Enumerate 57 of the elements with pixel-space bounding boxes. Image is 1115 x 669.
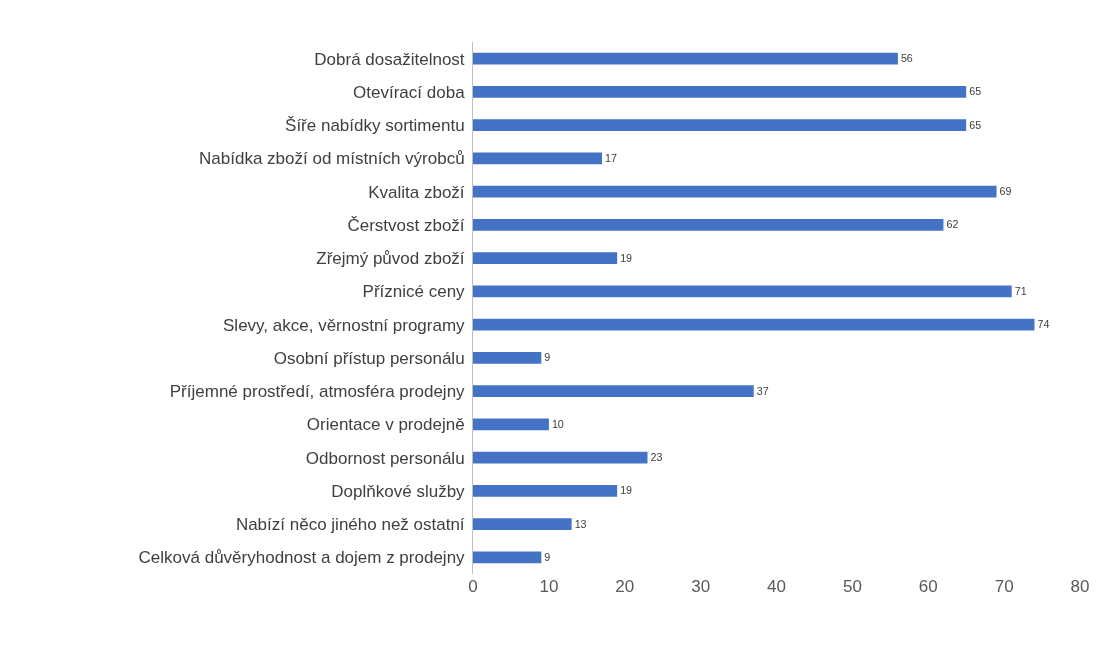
data-label: 69: [999, 185, 1012, 198]
y-tick-label: Slevy, akce, věrnostní programy: [223, 315, 466, 335]
data-label: 9: [544, 550, 551, 563]
y-tick-label: Nabídka zboží od místních výrobců: [199, 149, 465, 169]
bar: [473, 52, 898, 65]
y-tick-label: Dobrá dosažitelnost: [314, 49, 465, 69]
data-label: 17: [605, 151, 617, 164]
data-label: 23: [650, 451, 663, 464]
bar: [473, 119, 967, 132]
bar: [473, 451, 648, 464]
data-label: 9: [544, 351, 551, 364]
y-tick-label: Příjemné prostředí, atmosféra prodejny: [169, 382, 466, 402]
x-tick-label: 10: [539, 577, 559, 596]
y-tick-label: Odbornost personálu: [305, 448, 465, 468]
bar: [473, 285, 1012, 298]
y-tick-label: Celková důvěryhodnost a dojem z prodejny: [138, 548, 466, 568]
bar: [473, 318, 1035, 331]
data-label: 37: [756, 384, 769, 397]
bar: [473, 418, 549, 431]
y-tick-label: Zřejmý původ zboží: [316, 249, 465, 269]
x-tick-label: 80: [1070, 577, 1090, 596]
data-label: 71: [1014, 284, 1027, 297]
bar: [473, 185, 997, 198]
bar: [473, 218, 944, 231]
y-tick-label: Kvalita zboží: [368, 182, 465, 202]
data-label: 10: [551, 417, 564, 430]
data-label: 56: [900, 52, 913, 65]
x-tick-label: 50: [842, 577, 862, 596]
y-tick-label: Šíře nabídky sortimentu: [285, 116, 465, 136]
x-tick-label: 40: [767, 577, 786, 596]
x-tick-label: 30: [691, 577, 711, 596]
bar: [473, 518, 572, 531]
data-label: 19: [620, 484, 633, 497]
bar: [473, 85, 967, 98]
x-tick-label: 20: [615, 577, 635, 596]
data-label: 65: [969, 85, 982, 98]
bar: [473, 385, 754, 398]
data-label: 13: [574, 517, 587, 530]
bar: [473, 351, 542, 364]
y-tick-label: Nabízí něco jiného než ostatní: [235, 515, 465, 535]
x-tick-label: 0: [468, 577, 478, 596]
y-tick-label: Orientace v prodejně: [306, 415, 465, 435]
y-tick-label: Čerstvost zboží: [347, 215, 465, 235]
bar: [473, 252, 618, 265]
data-label: 19: [620, 251, 633, 264]
x-tick-label: 70: [994, 577, 1014, 596]
y-tick-label: Otevírací doba: [353, 82, 466, 102]
y-tick-label: Příznicé ceny: [362, 282, 466, 302]
bar: [473, 152, 602, 165]
bar: [473, 551, 542, 564]
bar: [473, 484, 618, 497]
data-label: 65: [969, 118, 982, 131]
y-tick-label: Doplňkové služby: [331, 481, 466, 501]
y-tick-label: Osobní přístup personálu: [273, 348, 465, 368]
data-label: 62: [946, 218, 959, 231]
data-label: 74: [1037, 318, 1050, 331]
x-tick-label: 60: [918, 577, 938, 596]
